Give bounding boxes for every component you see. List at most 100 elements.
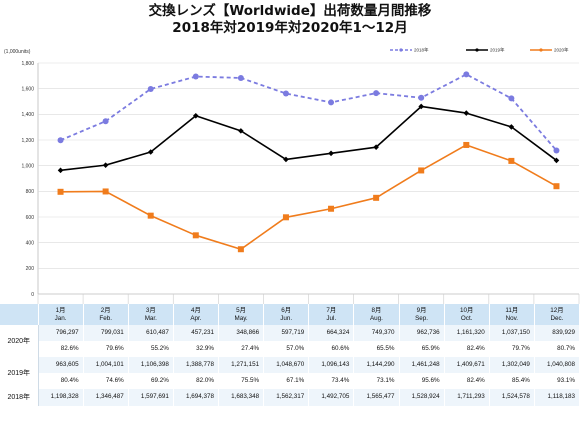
value-cell: 796,297: [38, 325, 84, 341]
legend-marker: [475, 48, 479, 52]
data-point: [147, 85, 154, 92]
value-cell: 1,040,808: [534, 357, 580, 373]
data-point: [102, 162, 109, 168]
month-label-ja: 12月: [550, 306, 564, 314]
value-cell: 1,597,691: [128, 389, 174, 406]
data-point: [238, 128, 244, 134]
data-point: [328, 99, 335, 106]
month-label-en: Aug.: [369, 314, 383, 322]
table-corner: [0, 304, 39, 325]
data-point: [463, 71, 470, 78]
ratio-cell: 82.6%: [38, 341, 84, 357]
month-label-en: Jul.: [326, 314, 337, 322]
y-unit-label: (1,000units): [4, 49, 31, 55]
value-cell: 610,487: [128, 325, 174, 341]
data-point: [282, 90, 289, 97]
value-cell: 1,004,101: [83, 357, 129, 373]
grid-lines: [37, 62, 580, 304]
y-tick-label: 200: [26, 266, 35, 272]
data-point: [463, 110, 470, 116]
month-label-ja: 5月: [236, 306, 246, 314]
month-header: 4月 Apr.: [173, 304, 220, 325]
row-label: 2020年: [0, 325, 39, 357]
legend-label: 2020年: [554, 47, 569, 54]
ratio-cell: 67.1%: [263, 373, 310, 389]
y-tick-label: 0: [31, 292, 34, 298]
chart-title-block: 交換レンズ【Worldwide】出荷数量月間推移 2018年対2019年対202…: [0, 3, 580, 37]
month-label-en: Jan.: [54, 314, 67, 322]
value-cell: 1,409,671: [444, 357, 490, 373]
ratio-cell: 57.0%: [263, 341, 310, 357]
data-point: [57, 137, 64, 144]
month-label-en: Oct.: [460, 314, 473, 322]
data-point: [283, 156, 289, 163]
month-label-en: Apr.: [190, 314, 202, 322]
month-label-ja: 6月: [281, 306, 292, 314]
data-point: [553, 147, 560, 154]
value-cell: 1,037,150: [489, 325, 535, 341]
month-header: 3月 Mar.: [128, 304, 174, 325]
data-point: [508, 157, 515, 164]
value-cell: 1,161,320: [444, 325, 490, 341]
value-cell: 1,048,670: [263, 357, 310, 373]
ratio-cell: 55.2%: [128, 341, 174, 357]
month-label-ja: 10月: [460, 306, 474, 314]
ratio-cell: 65.9%: [399, 341, 445, 357]
data-point: [57, 188, 64, 195]
month-header: 1月 Jan.: [38, 304, 84, 325]
value-cell: 1,461,248: [399, 357, 445, 373]
value-cell: 1,524,578: [489, 389, 535, 406]
data-point: [192, 232, 199, 239]
month-header: 7月 Jul.: [308, 304, 355, 325]
data-point: [508, 95, 515, 102]
value-cell: 1,388,778: [173, 357, 220, 373]
ratio-cell: 27.4%: [218, 341, 265, 357]
series-line: [60, 73, 558, 152]
row-label: 2019年: [0, 357, 39, 389]
data-point: [147, 149, 154, 155]
ratio-cell: 75.5%: [218, 373, 265, 389]
data-point: [102, 118, 109, 125]
y-tick-label: 1,200: [21, 138, 34, 144]
data-point: [463, 141, 470, 148]
month-label-en: Feb.: [99, 314, 112, 322]
ratio-cell: 93.1%: [534, 373, 580, 389]
month-label-en: Nov.: [505, 314, 519, 322]
y-tick-label: 800: [26, 189, 35, 195]
value-cell: 1,096,143: [308, 357, 355, 373]
data-point: [553, 157, 560, 164]
data-point: [373, 90, 380, 97]
month-label-ja: 7月: [326, 306, 337, 314]
month-label-ja: 3月: [145, 306, 156, 314]
y-tick-label: 1,600: [21, 86, 34, 92]
month-label-en: May.: [234, 314, 248, 322]
month-header: 6月 Jun.: [263, 304, 310, 325]
series-line: [60, 105, 557, 172]
value-cell: 839,929: [534, 325, 580, 341]
y-tick-label: 1,400: [21, 112, 34, 118]
y-axis: 0 200 400 600 800 1,000 1,200 1,400 1,600 1,800 (1…: [4, 49, 34, 298]
ratio-cell: 82.4%: [444, 373, 490, 389]
data-point: [192, 73, 199, 80]
y-tick-label: 600: [26, 215, 35, 221]
chart-subtitle: 2018年対2019年対2020年1～12月: [172, 20, 408, 36]
series-lines: [57, 71, 560, 253]
value-cell: 1,198,328: [38, 389, 84, 406]
value-cell: 1,106,398: [128, 357, 174, 373]
value-cell: 1,711,293: [444, 389, 490, 406]
data-point: [418, 94, 425, 101]
month-label-ja: 9月: [416, 306, 427, 314]
ratio-cell: 82.4%: [444, 341, 490, 357]
ratio-cell: 79.6%: [83, 341, 129, 357]
month-label-ja: 11月: [505, 306, 519, 314]
legend-label: 2019年: [490, 47, 505, 54]
month-header: 8月 Aug.: [353, 304, 400, 325]
data-point: [553, 183, 560, 190]
value-cell: 1,694,378: [173, 389, 220, 406]
data-point: [102, 188, 109, 195]
value-cell: 457,231: [173, 325, 220, 341]
data-point: [373, 194, 380, 201]
data-point: [282, 214, 289, 221]
data-point: [328, 150, 334, 157]
value-cell: 1,302,049: [489, 357, 535, 373]
